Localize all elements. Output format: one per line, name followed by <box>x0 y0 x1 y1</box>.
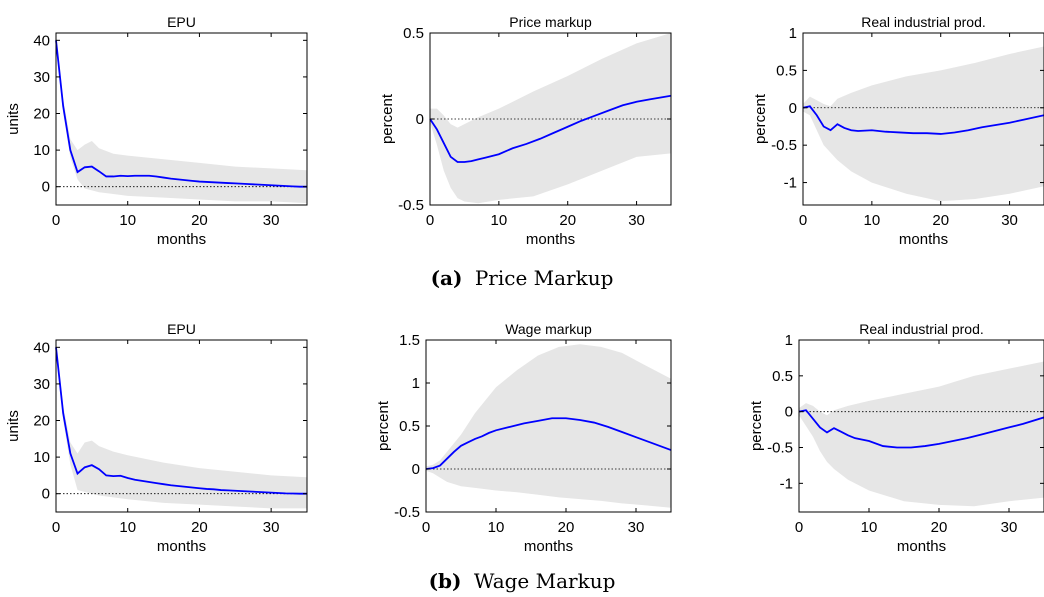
axes-box <box>55 32 308 206</box>
x-tick-label: 10 <box>491 212 508 229</box>
y-tick-label: 0 <box>42 486 50 503</box>
caption-b-text: Wage Markup <box>474 569 616 593</box>
y-tick-label: 30 <box>33 376 50 393</box>
caption-b: (b) Wage Markup <box>429 569 616 593</box>
y-tick-label: 1.5 <box>399 332 420 349</box>
chart-title: Real industrial prod. <box>859 321 984 337</box>
y-axis-label: units <box>5 410 22 442</box>
x-tick-label: 30 <box>628 519 645 536</box>
confidence-band <box>56 343 307 509</box>
y-tick-label: 40 <box>33 32 50 49</box>
series-line <box>425 417 672 470</box>
series-line <box>55 40 307 188</box>
y-tick-label: 1 <box>789 25 797 42</box>
chart-title: Real industrial prod. <box>861 14 986 30</box>
chart-panel-b1: 0 10 20 30 0 10 20 30 40 EPU months units <box>5 321 308 555</box>
y-tick-label: 10 <box>33 142 50 159</box>
y-tick-label: 0 <box>42 179 50 196</box>
chart-title: Price markup <box>509 14 592 30</box>
x-tick-label: 0 <box>426 212 434 229</box>
y-tick-label: 0 <box>789 100 797 117</box>
x-axis-label: months <box>897 538 946 555</box>
x-tick-label: 10 <box>119 212 136 229</box>
y-tick-label: -0.5 <box>394 504 420 521</box>
y-tick-label: 0.5 <box>403 25 424 42</box>
x-tick-label: 20 <box>932 212 949 229</box>
x-tick-label: 10 <box>861 519 878 536</box>
x-tick-label: 0 <box>52 212 60 229</box>
series-line <box>802 105 1044 135</box>
x-tick-label: 20 <box>559 212 576 229</box>
x-tick-label: 10 <box>119 519 136 536</box>
y-tick-label: 0.5 <box>399 418 420 435</box>
chart-title: EPU <box>167 14 196 30</box>
x-axis-label: months <box>899 231 948 248</box>
x-tick-label: 30 <box>263 519 280 536</box>
confidence-band <box>803 46 1044 202</box>
axes-box <box>55 339 308 513</box>
y-axis-label: percent <box>752 93 769 144</box>
x-tick-label: 30 <box>1001 519 1018 536</box>
y-tick-label: 40 <box>33 339 50 356</box>
y-tick-label: 1 <box>412 375 420 392</box>
axes-box <box>798 339 1044 513</box>
x-tick-label: 10 <box>864 212 881 229</box>
confidence-band <box>426 344 671 508</box>
y-tick-label: 20 <box>33 106 50 123</box>
y-axis-label: units <box>5 103 22 135</box>
confidence-band <box>799 361 1044 507</box>
x-axis-label: months <box>524 538 573 555</box>
y-tick-label: 0 <box>785 404 793 421</box>
series-line <box>798 409 1044 449</box>
x-tick-label: 10 <box>488 519 505 536</box>
chart-panel-a3: 0 10 20 30 -1 -0.5 0 0.5 1 Real industrial prod. m… <box>752 14 1044 248</box>
x-axis-label: months <box>526 231 575 248</box>
confidence-band <box>56 36 307 204</box>
y-tick-label: 0.5 <box>772 368 793 385</box>
y-tick-label: -0.5 <box>398 197 424 214</box>
x-tick-label: 20 <box>191 212 208 229</box>
y-tick-label: 1 <box>785 332 793 349</box>
y-tick-label: -1 <box>780 475 793 492</box>
chart-panel-b3: 0 10 20 30 -1 -0.5 0 0.5 1 Real industrial prod. m… <box>748 321 1044 555</box>
caption-b-label: (b) <box>429 569 462 593</box>
x-tick-label: 30 <box>1001 212 1018 229</box>
caption-a-label: (a) <box>431 266 463 290</box>
axes-box <box>802 32 1044 206</box>
y-axis-label: percent <box>375 400 392 451</box>
chart-title: EPU <box>167 321 196 337</box>
x-tick-label: 20 <box>558 519 575 536</box>
y-axis-label: percent <box>379 93 396 144</box>
y-tick-label: 0 <box>412 461 420 478</box>
chart-title: Wage markup <box>505 321 592 337</box>
confidence-band <box>430 33 671 204</box>
x-tick-label: 0 <box>52 519 60 536</box>
x-tick-label: 20 <box>191 519 208 536</box>
x-tick-label: 30 <box>263 212 280 229</box>
x-tick-label: 0 <box>795 519 803 536</box>
x-axis-label: months <box>157 538 206 555</box>
y-tick-label: 30 <box>33 69 50 86</box>
y-tick-label: 0 <box>416 111 424 128</box>
chart-panel-a1: 0 10 20 30 0 10 20 30 40 EPU months units <box>5 14 308 248</box>
y-tick-label: 10 <box>33 449 50 466</box>
y-tick-label: 0.5 <box>776 62 797 79</box>
series-line <box>429 94 672 163</box>
x-tick-label: 0 <box>799 212 807 229</box>
y-tick-label: 20 <box>33 413 50 430</box>
caption-a-text: Price Markup <box>475 266 614 290</box>
y-tick-label: -1 <box>784 175 797 192</box>
x-tick-label: 30 <box>628 212 645 229</box>
y-tick-label: -0.5 <box>767 440 793 457</box>
y-axis-label: percent <box>748 400 765 451</box>
series-line <box>55 347 307 495</box>
x-tick-label: 20 <box>931 519 948 536</box>
y-tick-label: -0.5 <box>771 137 797 154</box>
x-tick-label: 0 <box>422 519 430 536</box>
x-axis-label: months <box>157 231 206 248</box>
caption-a: (a) Price Markup <box>431 266 614 290</box>
